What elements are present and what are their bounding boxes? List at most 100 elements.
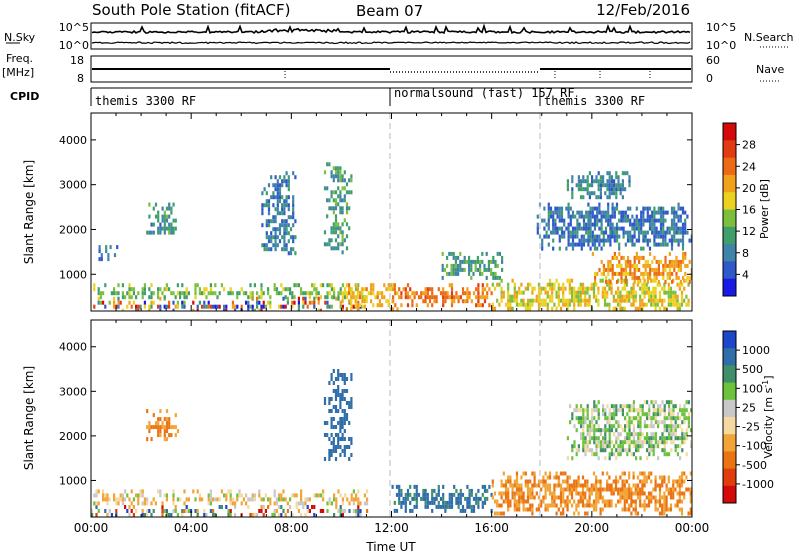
heatmap-cell [461, 504, 465, 509]
heatmap-cell [643, 503, 646, 508]
heatmap-cell [339, 226, 342, 231]
heatmap-cell [479, 496, 482, 501]
heatmap-cell [422, 492, 425, 497]
heatmap-cell [666, 210, 669, 215]
heatmap-cell [641, 290, 644, 295]
heatmap-cell [687, 302, 690, 307]
heatmap-cell [483, 263, 486, 268]
heatmap-cell [172, 218, 175, 223]
heatmap-cell [91, 509, 94, 513]
heatmap-cell [655, 234, 658, 239]
heatmap-cell [293, 283, 296, 288]
heatmap-cell [323, 433, 327, 437]
heatmap-cell [520, 491, 523, 496]
heatmap-cell [619, 404, 622, 409]
heatmap-cell [424, 488, 427, 493]
heatmap-cell [289, 251, 293, 256]
heatmap-cell [431, 496, 434, 501]
heatmap-cell [560, 230, 564, 235]
cpid-strip: CPID themis 3300 RF normalsound (fast) 1… [10, 86, 692, 108]
heatmap-cell [632, 507, 635, 512]
heatmap-cell [674, 302, 677, 307]
heatmap-cell [209, 489, 212, 494]
heatmap-cell [479, 267, 482, 272]
heatmap-cell [165, 304, 168, 309]
heatmap-cell [282, 489, 285, 494]
heatmap-cell [586, 179, 589, 184]
heatmap-cell [673, 234, 676, 239]
heatmap-cell [654, 503, 657, 508]
heatmap-cell [150, 501, 153, 506]
heatmap-cell [448, 271, 451, 276]
heatmap-cell [646, 436, 649, 441]
heatmap-cell [533, 479, 536, 484]
heatmap-cell [107, 257, 110, 262]
heatmap-cell [345, 234, 349, 239]
heatmap-cell [531, 471, 534, 476]
heatmap-cell [626, 171, 629, 176]
heatmap-cell [581, 483, 585, 488]
heatmap-cell [457, 263, 460, 268]
heatmap-cell [688, 259, 691, 264]
heatmap-cell [590, 503, 593, 508]
heatmap-cell [168, 513, 171, 517]
heatmap-cell [170, 206, 173, 211]
heatmap-cell [648, 448, 651, 453]
heatmap-cell [569, 404, 572, 409]
heatmap-cell [683, 420, 686, 425]
heatmap-cell [657, 210, 660, 215]
heatmap-cell [485, 275, 488, 280]
heatmap-cell [612, 491, 615, 496]
heatmap-cell [172, 497, 175, 502]
heatmap-cell [639, 479, 642, 484]
heatmap-cell [559, 491, 563, 496]
heatmap-cell [595, 452, 598, 457]
heatmap-cell [557, 507, 560, 512]
heatmap-cell [533, 483, 536, 488]
heatmap-cell [645, 290, 648, 295]
heatmap-cell [599, 444, 602, 449]
heatmap-cell [507, 487, 510, 492]
heatmap-cell [515, 475, 519, 480]
heatmap-cell [326, 283, 329, 288]
heatmap-cell [644, 238, 647, 243]
heatmap-cell [606, 195, 609, 200]
heatmap-cell [339, 513, 342, 517]
heatmap-cell [387, 287, 390, 292]
heatmap-cell [592, 507, 596, 512]
heatmap-cell [292, 207, 295, 212]
heatmap-cell [500, 479, 503, 484]
heatmap-cell [672, 294, 675, 299]
heatmap-cell [567, 234, 570, 239]
heatmap-cell [300, 489, 303, 494]
heatmap-cell [400, 504, 403, 509]
heatmap-cell [187, 509, 190, 513]
heatmap-cell [332, 369, 335, 373]
heatmap-cell [548, 471, 552, 476]
heatmap-cell [313, 300, 316, 305]
heatmap-cell [575, 452, 578, 457]
heatmap-cell [337, 489, 340, 494]
heatmap-cell [617, 452, 620, 457]
heatmap-cell [646, 242, 649, 247]
heatmap-cell [270, 175, 273, 180]
heatmap-cell [287, 207, 290, 212]
heatmap-cell [689, 487, 692, 492]
heatmap-cell [526, 483, 530, 488]
heatmap-cell [618, 271, 621, 276]
heatmap-cell [504, 487, 508, 492]
heatmap-cell [245, 501, 248, 506]
heatmap-cell [633, 218, 636, 223]
heatmap-cell [578, 226, 581, 231]
heatmap-cell [308, 300, 311, 305]
heatmap-cell [558, 238, 561, 243]
heatmap-cell [588, 171, 591, 176]
heatmap-cell [535, 294, 538, 299]
heatmap-cell [624, 214, 627, 219]
heatmap-cell [492, 275, 495, 280]
heatmap-cell [396, 291, 399, 296]
heatmap-cell [642, 210, 645, 215]
heatmap-cell [174, 413, 177, 418]
heatmap-cell [143, 283, 146, 288]
